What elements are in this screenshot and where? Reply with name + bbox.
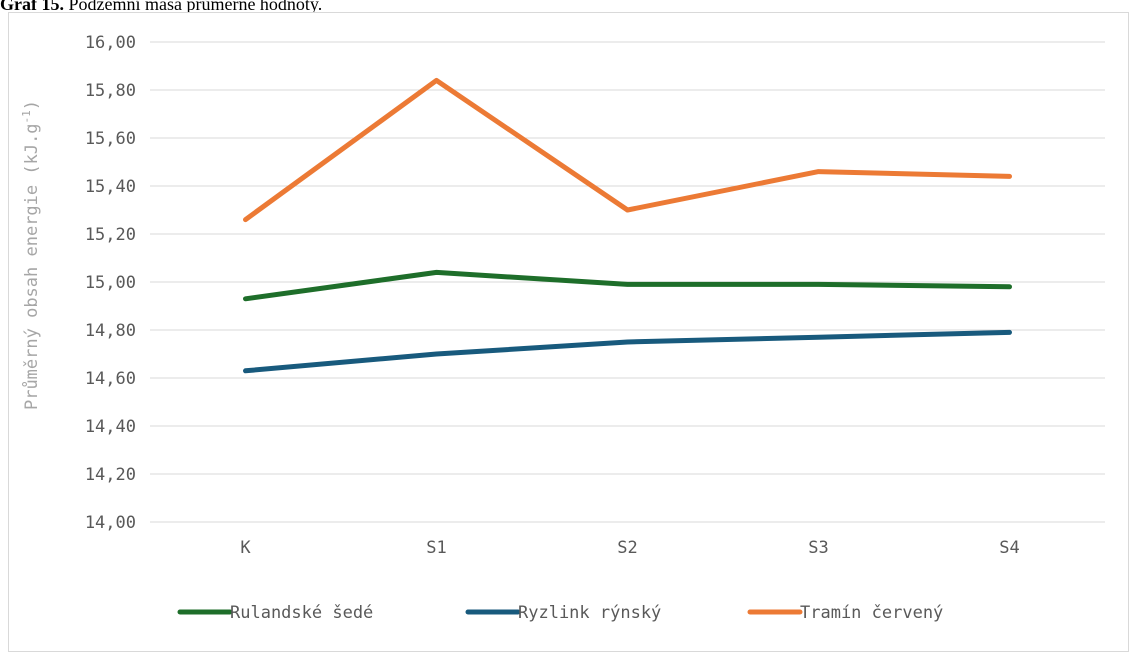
x-tick-label: S2	[617, 538, 637, 558]
y-axis-title: Průměrný obsah energie (kJ.g-1)	[20, 100, 42, 410]
x-tick-label: K	[240, 538, 251, 558]
series-line	[246, 272, 1010, 298]
legend-label: Tramín červený	[800, 603, 943, 623]
x-tick-labels: K S1 S2 S3 S4	[240, 538, 1019, 558]
y-tick-label: 15,80	[85, 81, 136, 101]
y-tick-label: 14,80	[85, 321, 136, 341]
x-tick-label: S1	[426, 538, 446, 558]
y-tick-label: 14,40	[85, 417, 136, 437]
y-tick-label: 14,60	[85, 369, 136, 389]
y-tick-label: 15,20	[85, 225, 136, 245]
y-tick-label: 15,40	[85, 177, 136, 197]
y-tick-label: 15,60	[85, 129, 136, 149]
series-lines	[245, 80, 1009, 371]
y-tick-label: 14,00	[85, 513, 136, 533]
legend-item: Rulandské šedé	[180, 603, 373, 623]
y-tick-label: 14,20	[85, 465, 136, 485]
x-tick-label: S3	[808, 538, 828, 558]
legend-label: Ryzlink rýnský	[518, 603, 661, 623]
series-line	[246, 332, 1010, 370]
y-tick-label: 15,00	[85, 273, 136, 293]
y-tick-label: 16,00	[85, 33, 136, 53]
legend-label: Rulandské šedé	[230, 603, 373, 623]
legend-item: Tramín červený	[750, 603, 943, 623]
series-line	[246, 80, 1010, 219]
legend-item: Ryzlink rýnský	[468, 603, 661, 623]
x-tick-label: S4	[999, 538, 1019, 558]
y-tick-labels: 14,00 14,20 14,40 14,60 14,80 15,00 15,20 15,40…	[85, 33, 136, 533]
legend: Rulandské šedé Ryzlink rýnský Tramín červe…	[180, 603, 943, 623]
